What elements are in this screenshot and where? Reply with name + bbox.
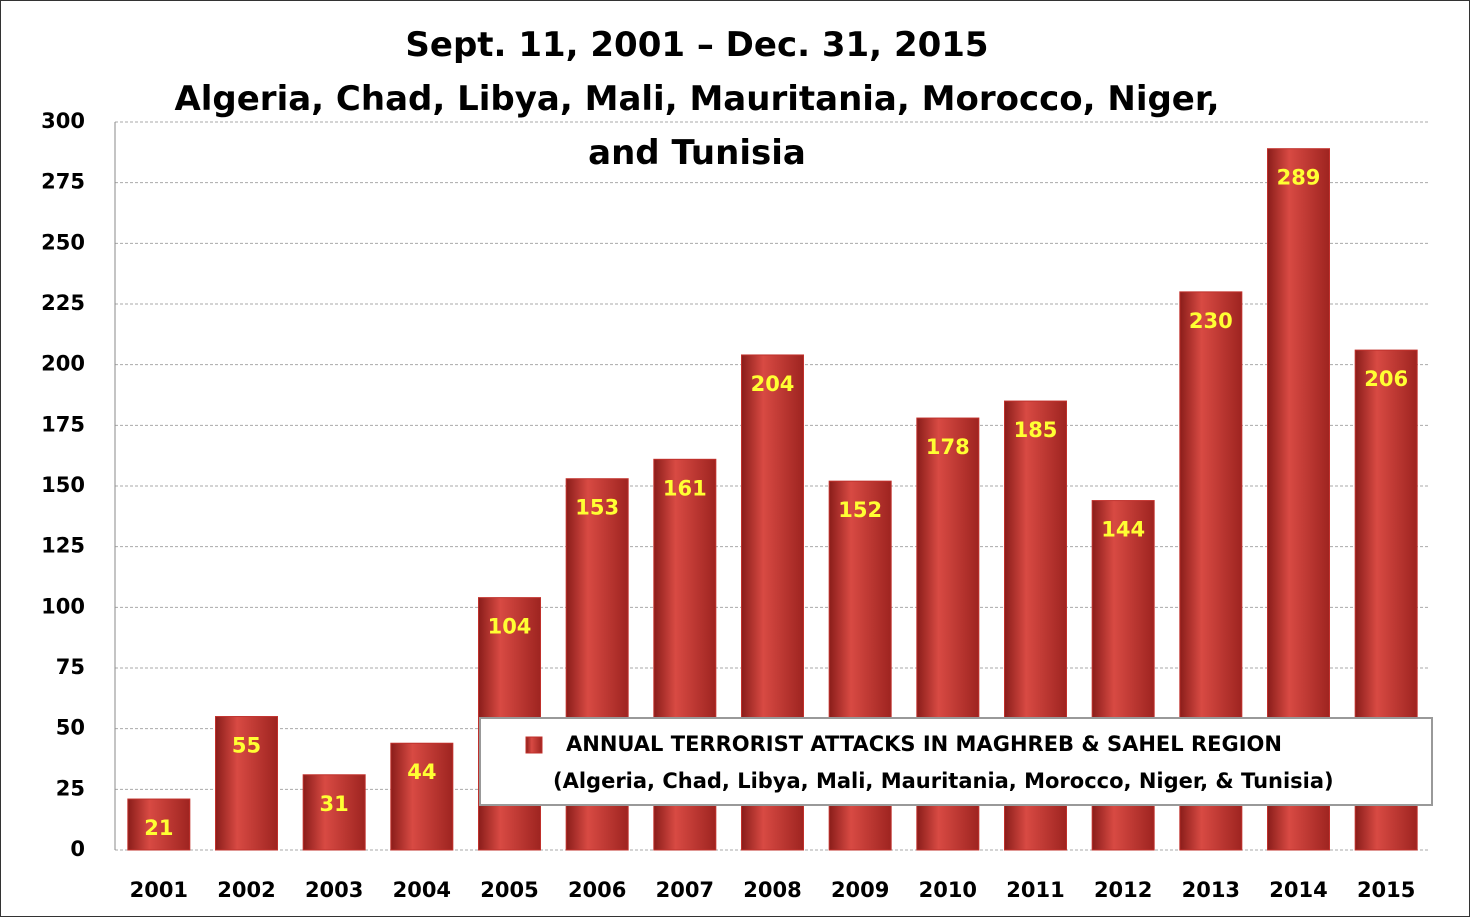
x-tick-label: 2003 [305, 878, 363, 902]
x-tick-label: 2005 [480, 878, 538, 902]
y-tick-label: 250 [41, 230, 85, 254]
value-label: 178 [926, 435, 970, 459]
bar [302, 774, 366, 851]
value-label: 152 [838, 498, 882, 522]
x-tick-label: 2006 [568, 878, 626, 902]
x-tick-label: 2011 [1006, 878, 1064, 902]
chart-subtitle: Algeria, Chad, Libya, Mali, Mauritania, … [174, 79, 1220, 173]
y-tick-label: 200 [41, 352, 85, 376]
y-tick-label: 75 [56, 655, 85, 679]
value-label: 31 [320, 792, 349, 816]
legend-label: ANNUAL TERRORIST ATTACKS IN MAGHREB & SA… [566, 732, 1282, 756]
x-tick-label: 2001 [130, 878, 188, 902]
x-tick-label: 2007 [656, 878, 714, 902]
y-tick-label: 125 [41, 534, 85, 558]
y-tick-label: 25 [56, 776, 85, 800]
x-tick-label: 2002 [217, 878, 275, 902]
value-label: 289 [1277, 166, 1321, 190]
value-label: 185 [1014, 418, 1058, 442]
value-label: 161 [663, 476, 707, 500]
y-tick-label: 150 [41, 473, 85, 497]
legend-marker [525, 736, 543, 754]
value-label: 21 [144, 816, 173, 840]
y-tick-label: 275 [41, 170, 85, 194]
x-tick-label: 2013 [1182, 878, 1240, 902]
x-tick-label: 2004 [393, 878, 451, 902]
chart-title: Sept. 11, 2001 – Dec. 31, 2015 [405, 25, 989, 65]
bar [215, 716, 278, 851]
x-tick-label: 2010 [919, 878, 977, 902]
value-label: 44 [407, 760, 436, 784]
x-tick-label: 2012 [1094, 878, 1152, 902]
y-tick-label: 100 [41, 594, 85, 618]
legend-note: (Algeria, Chad, Libya, Mali, Mauritania,… [553, 769, 1334, 793]
value-label: 206 [1364, 367, 1408, 391]
legend-box [479, 717, 1433, 806]
bar [390, 742, 454, 851]
value-label: 144 [1101, 518, 1145, 542]
x-tick-label: 2015 [1357, 878, 1415, 902]
y-tick-label: 300 [41, 109, 85, 133]
bar [127, 798, 191, 851]
value-label: 104 [488, 615, 532, 639]
x-tick-label: 2009 [831, 878, 889, 902]
value-label: 153 [575, 496, 619, 520]
value-label: 230 [1189, 309, 1233, 333]
y-tick-label: 225 [41, 291, 85, 315]
x-tick-label: 2008 [743, 878, 801, 902]
value-label: 55 [232, 734, 261, 758]
y-tick-label: 0 [70, 837, 85, 861]
y-tick-label: 50 [56, 716, 85, 740]
value-label: 204 [751, 372, 795, 396]
y-tick-label: 175 [41, 412, 85, 436]
x-tick-label: 2014 [1269, 878, 1327, 902]
